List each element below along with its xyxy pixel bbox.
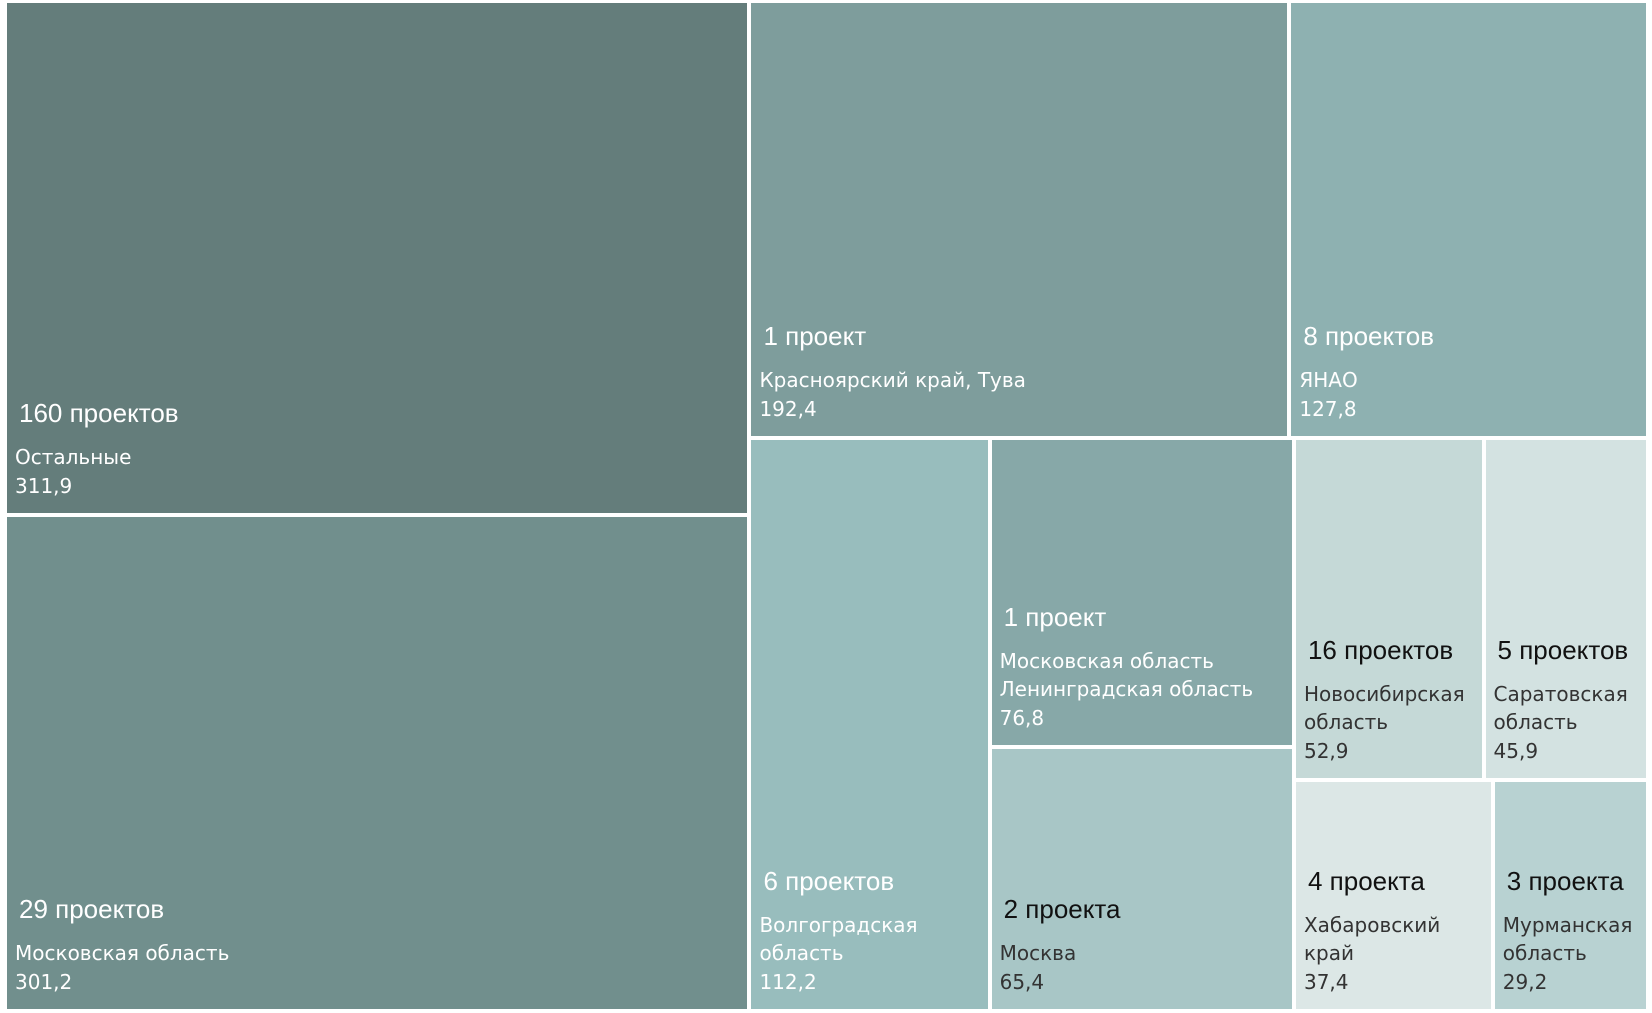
- region-name: Московская область Ленинградская область: [999, 649, 1254, 702]
- region-name: Москва: [999, 940, 1077, 965]
- tile: 3 проекта Мурманская область 29,2: [1494, 782, 1646, 1009]
- value-label: 52,9: [1303, 739, 1349, 764]
- value-label: 45,9: [1493, 739, 1539, 764]
- tile: 1 проект Московская область Ленинградская…: [991, 440, 1292, 746]
- tile: 8 проектов ЯНАО 127,8: [1291, 3, 1646, 437]
- tile: 2 проекта Москва 65,4: [991, 749, 1292, 1009]
- project-count: 5 проектов: [1497, 635, 1629, 666]
- project-count: 4 проекта: [1307, 865, 1425, 896]
- value-label: 65,4: [999, 969, 1045, 994]
- region-name: Красноярский край, Тува: [759, 368, 1026, 393]
- project-count: 3 проекта: [1506, 865, 1624, 896]
- value-label: 37,4: [1303, 969, 1349, 994]
- value-label: 29,2: [1502, 969, 1548, 994]
- value-label: 112,2: [759, 969, 817, 994]
- value-label: 301,2: [15, 969, 73, 994]
- tile: 16 проектов Новосибирская область 52,9: [1295, 440, 1482, 779]
- tile: 1 проект Красноярский край, Тува 192,4: [751, 3, 1288, 437]
- tile: 160 проектов Остальные 311,9: [7, 3, 748, 513]
- value-label: 192,4: [759, 397, 817, 422]
- tile: 29 проектов Московская область 301,2: [7, 516, 748, 1009]
- value-label: 127,8: [1299, 397, 1357, 422]
- region-name: Московская область: [15, 940, 230, 965]
- region-name: ЯНАО: [1299, 368, 1358, 393]
- project-count: 29 проектов: [19, 893, 165, 924]
- region-name: Хабаровский край: [1303, 912, 1441, 965]
- tile: 5 проектов Саратовская область 45,9: [1485, 440, 1646, 779]
- region-name: Волгоградская область: [759, 912, 918, 965]
- region-name: Новосибирская область: [1303, 682, 1465, 735]
- project-count: 1 проект: [1003, 602, 1107, 633]
- tile: 4 проекта Хабаровский край 37,4: [1295, 782, 1491, 1009]
- region-name: Саратовская область: [1493, 682, 1628, 735]
- tile: 6 проектов Волгоградская область 112,2: [751, 440, 988, 1009]
- project-count: 2 проекта: [1003, 893, 1121, 924]
- project-count: 160 проектов: [19, 397, 179, 428]
- project-count: 16 проектов: [1307, 635, 1454, 666]
- value-label: 76,8: [999, 706, 1045, 731]
- project-count: 8 проектов: [1303, 321, 1435, 352]
- value-label: 311,9: [15, 473, 73, 498]
- region-name: Мурманская область: [1502, 912, 1633, 965]
- project-count: 1 проект: [763, 321, 867, 352]
- project-count: 6 проектов: [763, 865, 895, 896]
- region-name: Остальные: [15, 444, 132, 469]
